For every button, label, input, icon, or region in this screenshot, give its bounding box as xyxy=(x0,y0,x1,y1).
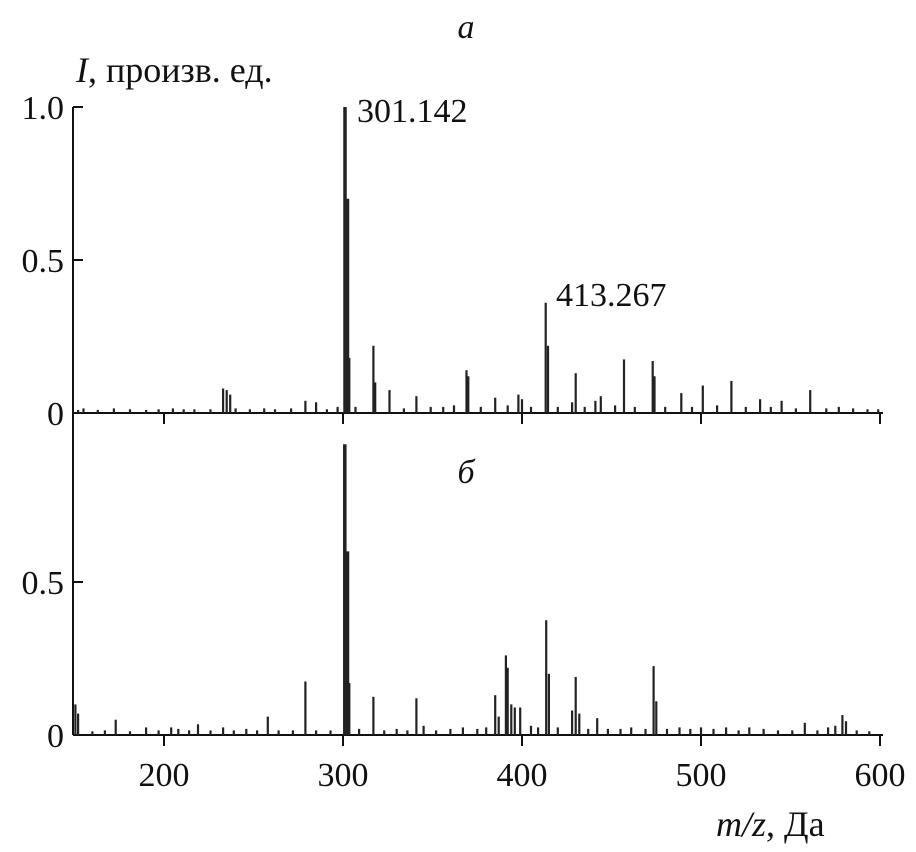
panel-b-peaks xyxy=(74,444,871,735)
x-axis-var: m/z xyxy=(716,804,766,844)
y-axis-var: I xyxy=(75,50,90,90)
y-axis-unit: , произв. ед. xyxy=(88,50,273,90)
panel-a-ytick-label-0-5: 0.5 xyxy=(22,243,65,280)
panel-a-ytick-label-1-0: 1.0 xyxy=(22,90,65,127)
panel-a-ticks xyxy=(73,106,881,424)
x-tick-labels: 200 300 400 500 600 xyxy=(139,757,906,794)
panel-label-b: б xyxy=(457,454,476,491)
panel-a-ytick-label-0: 0 xyxy=(47,396,64,433)
x-tick-label: 400 xyxy=(497,757,548,794)
x-axis-unit: , Да xyxy=(766,804,825,844)
annotation-peak-301: 301.142 xyxy=(357,93,468,130)
panel-label-a: а xyxy=(458,9,475,46)
annotation-peak-413: 413.267 xyxy=(556,277,667,314)
panel-a-peaks xyxy=(76,107,880,413)
x-axis-title: m/z, Да xyxy=(716,804,825,844)
panel-b-ticks xyxy=(73,581,881,746)
panel-b-ytick-label-0: 0 xyxy=(47,718,64,755)
x-tick-label: 300 xyxy=(318,757,369,794)
x-tick-label: 500 xyxy=(676,757,727,794)
x-tick-label: 200 xyxy=(139,757,190,794)
y-axis-title: I, произв. ед. xyxy=(75,50,273,90)
panel-b-ytick-label-0-5: 0.5 xyxy=(22,565,65,602)
x-tick-label: 600 xyxy=(855,757,906,794)
